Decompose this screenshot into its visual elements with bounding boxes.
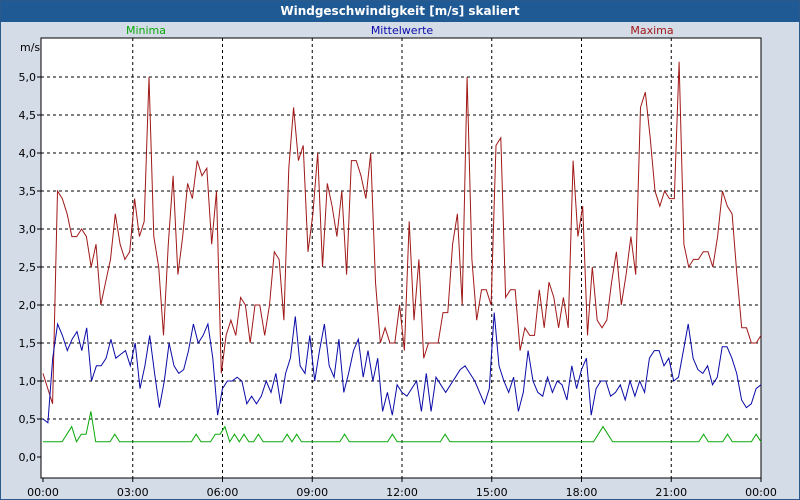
- x-tick-time-label: 15:00: [476, 486, 508, 499]
- legend: Minima Mittelwerte Maxima: [126, 24, 674, 37]
- grid-lines: [41, 38, 761, 478]
- x-tick-time-label: 18:00: [566, 486, 598, 499]
- y-tick-label: 4,5: [19, 109, 37, 122]
- y-tick-label: 1,0: [19, 375, 37, 388]
- axis-ticks: 0,0 0,5 1,0 1,5 2,0 2,5 3,0 3,5 4,0 4,5 5,0 m/s 00:0…: [19, 41, 777, 499]
- legend-item-minima: Minima: [126, 24, 166, 37]
- legend-item-mittelwerte: Mittelwerte: [371, 24, 434, 37]
- legend-item-maxima: Maxima: [630, 24, 673, 37]
- series-lines: [42, 61, 762, 443]
- y-tick-label: 3,5: [19, 185, 37, 198]
- y-tick-label: 5,0: [19, 71, 37, 84]
- y-tick-label: 1,5: [19, 337, 37, 350]
- x-tick-time-label: 21:00: [655, 486, 687, 499]
- y-tick-label: 0,5: [19, 413, 37, 426]
- y-tick-label: 3,0: [19, 223, 37, 236]
- chart-title: Windgeschwindigkeit [m/s] skaliert: [1, 1, 799, 22]
- x-tick-time-label: 03:00: [117, 486, 149, 499]
- y-tick-label: 0,0: [19, 451, 37, 464]
- y-tick-label: 2,0: [19, 299, 37, 312]
- x-tick-time-label: 06:00: [207, 486, 239, 499]
- chart-svg: 0,0 0,5 1,0 1,5 2,0 2,5 3,0 3,5 4,0 4,5 5,0 m/s 00:0…: [19, 24, 777, 499]
- y-tick-label: 4,0: [19, 147, 37, 160]
- y-tick-label: 2,5: [19, 261, 37, 274]
- x-tick-time-label: 09:00: [296, 486, 328, 499]
- x-tick-time-label: 00:00: [27, 486, 59, 499]
- series-line-minima: [43, 411, 762, 443]
- series-line-maxima: [42, 61, 762, 404]
- y-axis-label: m/s: [20, 41, 40, 54]
- x-tick-time-label: 12:00: [386, 486, 418, 499]
- plot-area: [40, 37, 762, 479]
- x-tick-time-label: 00:00: [745, 486, 777, 499]
- series-line-mittelwerte: [42, 312, 762, 424]
